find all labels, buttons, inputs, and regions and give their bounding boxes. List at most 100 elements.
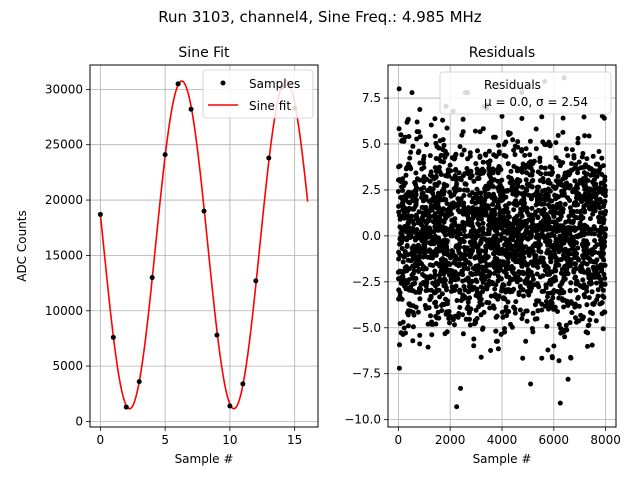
residual-point [502, 207, 508, 213]
residual-point [547, 188, 553, 194]
residual-point [487, 305, 493, 311]
residual-point [432, 133, 438, 139]
residual-point [410, 143, 416, 149]
residual-point [498, 188, 504, 193]
residual-point [599, 254, 605, 260]
x-tick-label: 15 [287, 433, 302, 447]
sample-point [162, 152, 168, 158]
residual-point [578, 263, 584, 269]
y-tick-label: −7.5 [352, 367, 381, 381]
residual-point [530, 273, 536, 279]
residual-point [427, 273, 433, 279]
residual-point [577, 209, 583, 215]
residual-point [400, 176, 406, 182]
residual-point [566, 213, 572, 219]
residual-point [505, 161, 511, 167]
residual-point [414, 176, 420, 182]
y-tick-label: 0.0 [362, 229, 381, 243]
residual-point [477, 271, 483, 277]
residual-point [433, 140, 439, 146]
residual-point [483, 237, 489, 243]
residual-point [449, 284, 455, 290]
residual-point [594, 196, 599, 202]
residual-point [520, 312, 526, 317]
residual-point [407, 155, 413, 161]
residual-point [548, 209, 554, 215]
residual-point [565, 255, 571, 261]
residual-point [530, 310, 536, 316]
residual-point [461, 264, 467, 270]
residual-point [460, 295, 466, 300]
legend-box [439, 71, 612, 115]
residual-point [519, 263, 525, 269]
residual-point [442, 331, 448, 337]
residual-point [532, 302, 538, 308]
residual-point [491, 208, 497, 214]
residual-point [456, 223, 462, 229]
residual-point [492, 270, 498, 276]
residual-point [496, 151, 502, 157]
residual-point [396, 126, 402, 132]
residual-point [441, 142, 447, 148]
residual-point [409, 90, 415, 96]
residual-point [411, 221, 417, 227]
residual-point [410, 288, 416, 294]
residual-point [447, 203, 453, 209]
residual-point [490, 201, 496, 207]
residual-point [586, 133, 592, 139]
residual-point [589, 342, 595, 348]
residual-point [452, 313, 458, 319]
residual-point [512, 215, 518, 221]
residual-point [509, 324, 515, 330]
residual-point [451, 260, 457, 266]
residual-point [562, 170, 568, 176]
residual-point [467, 249, 473, 254]
residual-point [503, 270, 509, 276]
residual-point [409, 190, 415, 196]
residual-point [484, 300, 490, 305]
residual-point [512, 143, 518, 149]
residual-point [420, 230, 426, 236]
residual-point [549, 255, 555, 261]
residual-point [520, 269, 526, 275]
y-tick-label: −5.0 [352, 321, 381, 335]
residual-point [404, 119, 410, 125]
residual-point [575, 136, 581, 141]
residual-point [562, 334, 568, 340]
axes-frame [387, 64, 617, 428]
residual-point [500, 314, 506, 320]
residual-point [537, 155, 543, 161]
residual-point [433, 156, 439, 161]
residual-point [505, 299, 511, 305]
y-tick-label: 7.5 [362, 91, 381, 105]
residual-point [575, 215, 580, 221]
residual-point [555, 173, 561, 179]
residual-point [495, 278, 501, 284]
residual-point [584, 288, 590, 294]
residual-point [571, 225, 577, 231]
residual-point [428, 122, 434, 128]
residual-point [596, 149, 602, 154]
residual-point [482, 151, 488, 157]
residual-point [429, 173, 435, 179]
residual-point [458, 208, 464, 214]
residual-point [456, 170, 462, 176]
residual-point [602, 193, 608, 199]
residual-point [507, 251, 512, 257]
residual-point [421, 185, 427, 191]
residual-point [558, 270, 564, 276]
residual-point [427, 262, 433, 268]
residual-point [441, 185, 447, 191]
residual-point [530, 262, 536, 268]
residual-point [460, 116, 466, 122]
residual-point [580, 277, 586, 283]
residual-point [440, 301, 446, 307]
residual-point [581, 114, 587, 120]
residual-point [414, 136, 420, 142]
residual-point [480, 277, 486, 283]
y-tick-label: 30000 [45, 82, 83, 96]
residual-point [495, 346, 501, 352]
residual-point [571, 200, 577, 206]
residual-point [440, 207, 446, 213]
